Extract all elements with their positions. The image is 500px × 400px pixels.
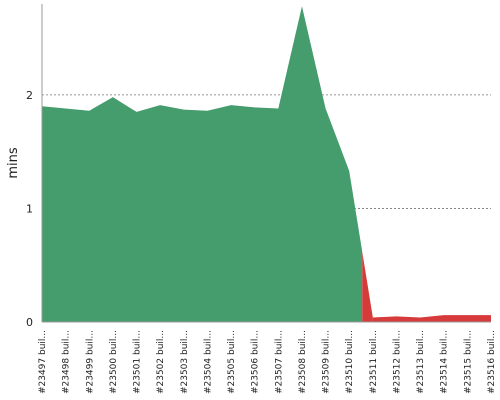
x-tick-label: #23512 buil...: [392, 330, 402, 394]
x-tick-label: #23513 buil...: [416, 330, 426, 394]
axes: [41, 4, 491, 323]
y-tick-label: 2: [26, 89, 33, 102]
x-tick-labels: #23497 buil... #23498 buil... #23499 buil.…: [38, 330, 497, 394]
x-tick-label: #23506 buil...: [251, 330, 261, 394]
x-tick-label: #23502 buil...: [156, 330, 166, 394]
y-tick-label: 1: [26, 202, 33, 215]
x-tick-label: #23516 buil...: [487, 330, 497, 394]
x-tick-label: #23510 buil...: [345, 330, 355, 394]
y-tick-labels: 0 1 2: [26, 89, 33, 329]
x-tick-label: #23501 buil...: [133, 330, 143, 394]
x-tick-label: #23511 buil...: [369, 330, 379, 394]
area-success: [42, 6, 363, 323]
x-tick-label: #23503 buil...: [180, 330, 190, 394]
y-axis-label: mins: [6, 147, 21, 179]
x-tick-label: #23504 buil...: [203, 330, 213, 394]
y-tick-label: 0: [26, 316, 33, 329]
x-tick-label: #23507 buil...: [274, 330, 284, 394]
x-tick-label: #23499 buil...: [85, 330, 95, 394]
x-tick-label: #23498 buil...: [62, 330, 72, 394]
area-series: [42, 6, 491, 323]
x-tick-label: #23497 buil...: [38, 330, 48, 394]
x-tick-label: #23514 buil...: [440, 330, 450, 394]
area-failure: [372, 315, 491, 322]
x-tick-label: #23508 buil...: [298, 330, 308, 394]
x-tick-label: #23515 buil...: [463, 330, 473, 394]
x-tick-label: #23509 buil...: [322, 330, 332, 394]
area-failure-transition: [362, 251, 373, 322]
x-tick-label: #23505 buil...: [227, 330, 237, 394]
x-tick-label: #23500 buil...: [109, 330, 119, 394]
